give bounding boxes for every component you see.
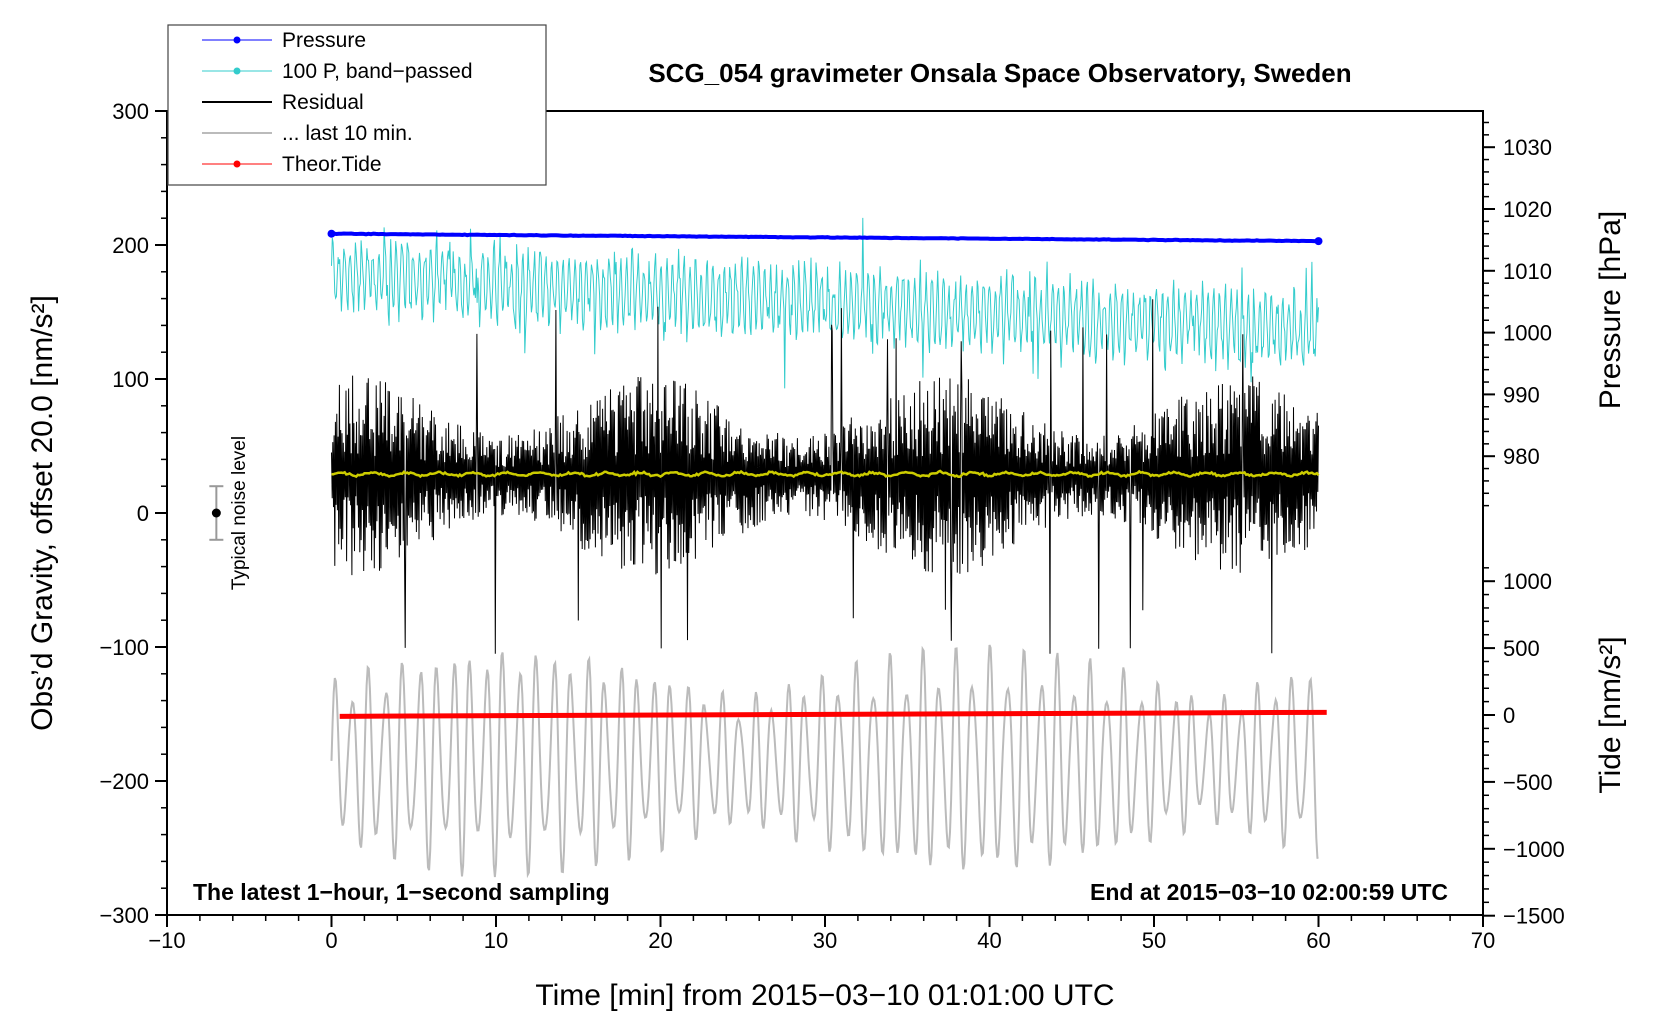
- chart-title: SCG_054 gravimeter Onsala Space Observat…: [648, 58, 1351, 88]
- legend-label: Theor.Tide: [282, 153, 382, 176]
- series-last-10-min: [330, 644, 1319, 879]
- pressure-tick-label: 990: [1503, 382, 1540, 407]
- x-tick-label: 40: [977, 928, 1001, 953]
- x-tick-label: 20: [648, 928, 672, 953]
- series-residual-smoothed: [331, 469, 1320, 479]
- x-tick-label: 30: [813, 928, 837, 953]
- series-theoretical-tide: [339, 709, 1327, 719]
- legend-label: Pressure: [282, 29, 366, 52]
- tide-tick-label: −1000: [1503, 837, 1565, 862]
- tide-axis-ticks: 1000 500 0 −500 −1000 −1500: [1483, 567, 1565, 929]
- annotation-sampling: The latest 1−hour, 1−second sampling: [193, 879, 610, 905]
- pressure-tick-label: 980: [1503, 444, 1540, 469]
- tide-axis-label: Tide [nm/s²]: [1594, 636, 1627, 793]
- pressure-end-marker: [1314, 237, 1323, 246]
- noise-level-label: Typical noise level: [229, 436, 250, 590]
- pressure-start-marker: [327, 229, 336, 238]
- x-tick-label: 70: [1471, 928, 1495, 953]
- x-tick-label: 0: [325, 928, 337, 953]
- pressure-axis-ticks: 1030 1020 1010 1000 990 980: [1483, 121, 1552, 507]
- pressure-axis-label: Pressure [hPa]: [1594, 211, 1627, 409]
- x-tick-label: 60: [1306, 928, 1330, 953]
- y-left-axis-label: Obs’d Gravity, offset 20.0 [nm/s²]: [26, 295, 59, 731]
- y-left-tick-label: −200: [99, 769, 149, 794]
- pressure-tick-label: 1000: [1503, 321, 1552, 346]
- annotation-end-time: End at 2015−03−10 02:00:59 UTC: [1090, 879, 1448, 905]
- legend-label: 100 P, band−passed: [282, 60, 473, 83]
- series-residual: [331, 299, 1319, 654]
- legend-label: Residual: [282, 91, 364, 114]
- noise-bar-center: [211, 508, 221, 518]
- y-left-axis-ticks: 300 200 100 0 −100 −200 −300: [99, 99, 167, 928]
- legend-marker-4: [233, 160, 241, 168]
- series-pressure: [331, 231, 1319, 244]
- pressure-tick-label: 1020: [1503, 197, 1552, 222]
- x-axis-ticks: −10 0 10 20 30 40 50 60 70: [148, 915, 1495, 953]
- legend-marker-0: [233, 36, 241, 44]
- noise-level-indicator: [209, 485, 224, 541]
- y-left-tick-label: 200: [112, 233, 149, 258]
- x-tick-label: 10: [484, 928, 508, 953]
- y-left-tick-label: −100: [99, 635, 149, 660]
- tide-tick-label: 0: [1503, 703, 1515, 728]
- legend-marker-1: [233, 67, 241, 75]
- y-left-tick-label: −300: [99, 903, 149, 928]
- y-left-tick-label: 0: [137, 501, 149, 526]
- legend-label: ... last 10 min.: [282, 122, 413, 145]
- y-left-tick-label: 100: [112, 367, 149, 392]
- pressure-tick-label: 1030: [1503, 135, 1552, 160]
- tide-tick-label: 500: [1503, 636, 1540, 661]
- pressure-tick-label: 1010: [1503, 259, 1552, 284]
- y-left-tick-label: 300: [112, 99, 149, 124]
- tide-tick-label: −500: [1503, 770, 1553, 795]
- x-axis-label: Time [min] from 2015−03−10 01:01:00 UTC: [535, 979, 1114, 1012]
- data-layer: [327, 217, 1327, 879]
- x-tick-label: −10: [148, 928, 185, 953]
- series-band-passed-pressure: [331, 217, 1319, 389]
- tide-tick-label: 1000: [1503, 569, 1552, 594]
- tide-tick-label: −1500: [1503, 904, 1565, 929]
- legend: Pressure 100 P, band−passed Residual ... la…: [167, 24, 547, 186]
- legend-box: [167, 24, 547, 186]
- x-tick-label: 50: [1142, 928, 1166, 953]
